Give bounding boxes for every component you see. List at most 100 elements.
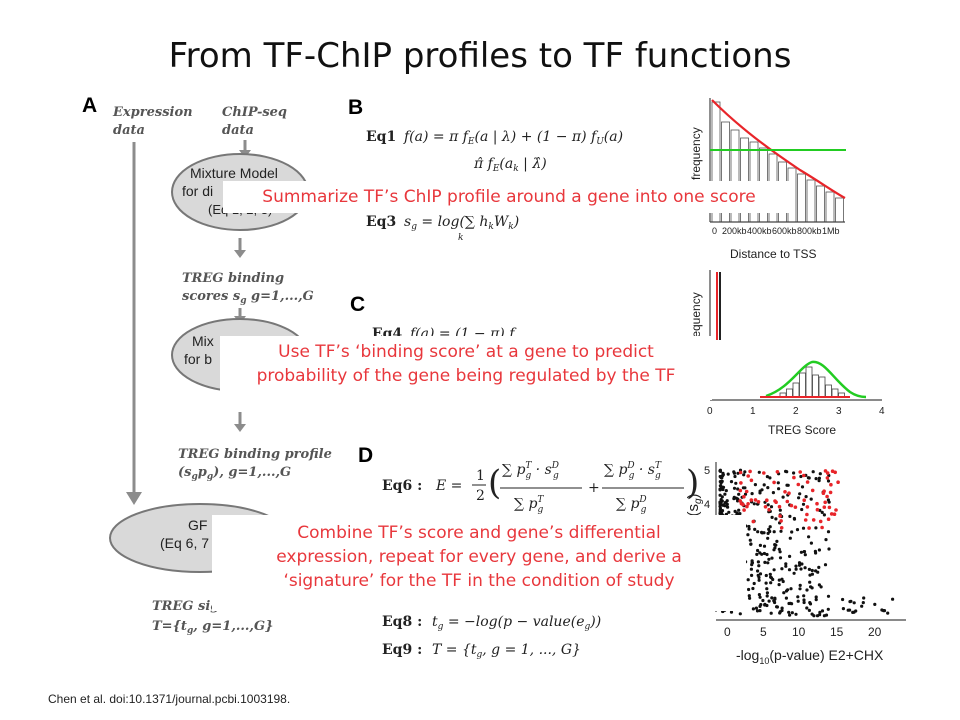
callout-d: Combine TF’s score and gene’s differenti… (212, 515, 746, 611)
plot-d-point (768, 525, 772, 529)
plot-d-point (765, 594, 769, 598)
eq3-sub-k1: k (488, 222, 493, 232)
plot-d-point (801, 526, 806, 530)
plot-d-point (758, 543, 763, 548)
plot-d-point (723, 492, 727, 496)
plot-d-point-red (763, 505, 768, 509)
plot-d-point (788, 554, 792, 559)
plot-d-point-red (826, 517, 831, 521)
plot-d-point-red (793, 505, 798, 510)
plot-d-point (774, 543, 778, 547)
plot-d-xlabel: -log10(p-value) E2+CHX (736, 647, 884, 666)
plot-d-point (770, 596, 774, 600)
plot-d-point (768, 529, 772, 534)
plot-d-point (737, 508, 741, 512)
eq9-formula: T = {tg, g = 1, ..., G} (432, 642, 581, 660)
plot-d-point (792, 571, 796, 575)
plot-d-point (782, 591, 786, 595)
plot-d-point-red (811, 518, 816, 522)
plot-d-point-red (820, 525, 824, 530)
plot-d-point-red (783, 490, 787, 494)
plot-d-point (804, 495, 808, 499)
plot-d-point (736, 487, 740, 491)
plot-d-point (747, 594, 751, 598)
plot-d-point (882, 609, 887, 613)
plot-d-point-red (829, 512, 834, 516)
callout-c: Use TF’s ‘binding score’ at a gene to pr… (220, 336, 712, 400)
callout-b-text: Summarize TF’s ChIP profile around a gen… (262, 187, 756, 207)
plot-d-point-red (836, 480, 840, 485)
plot-b-tick-3: 600kb (772, 226, 797, 236)
plot-d-point (778, 550, 782, 554)
plot-d-point (814, 526, 818, 530)
panel-label-c: C (350, 293, 365, 316)
chipseq-label-2: data (222, 123, 254, 138)
callout-b: Summarize TF’s ChIP profile around a gen… (223, 181, 795, 213)
plot-d-xtick-15: 15 (830, 625, 844, 639)
plot-d-point (751, 586, 755, 591)
plot-d-point (815, 614, 820, 618)
plot-d-point (780, 606, 784, 610)
plot-d-point (797, 496, 801, 500)
plot-b-ylabel: e frequency (689, 127, 703, 190)
eq6-num1-p: p (516, 462, 525, 478)
plot-d-point (795, 528, 800, 532)
plot-d-point (809, 541, 814, 545)
plot-d-point (814, 598, 818, 602)
eq3-h: h (479, 214, 488, 230)
plot-d-point (777, 583, 781, 587)
plot-d-point (799, 567, 803, 571)
plot-d-point (784, 564, 788, 568)
eq6-num1-dot: · (531, 462, 544, 478)
plot-d-point (809, 585, 813, 589)
plot-d-point (818, 472, 822, 476)
eq9-t: T = {t (432, 642, 477, 658)
plot-d-point-red (832, 512, 837, 516)
plot-b-tick-5: 1Mb (822, 226, 840, 236)
treg-scores-line-1: TREG binding (182, 271, 284, 286)
plot-d-point-red (746, 502, 750, 506)
plot-d-point (758, 595, 762, 599)
eq9-rest: , g = 1, ..., G} (482, 642, 581, 658)
slide-title: From TF-ChIP profiles to TF functions (168, 36, 792, 76)
plot-d-point (770, 515, 774, 520)
plot-d-point (787, 568, 792, 572)
plot-d-point (778, 611, 782, 615)
plot-d-point (810, 568, 814, 573)
eq2-sub-e: E (492, 164, 500, 174)
plot-d-point (729, 610, 734, 614)
plot-d-point (814, 595, 818, 599)
plot-d-point-red (739, 481, 743, 485)
plot-d-xtick-0: 0 (724, 625, 731, 639)
plot-d-point (769, 575, 773, 579)
eq8-rest: = −log(p − value(e (443, 614, 584, 630)
plot-c-green-curve (765, 360, 867, 399)
plot-d-point (758, 572, 763, 576)
plot-c-bar (825, 384, 832, 398)
plot-d-point (748, 596, 752, 600)
plot-d-point (719, 503, 723, 507)
plot-d-point (797, 563, 802, 567)
plot-d-point (757, 578, 761, 582)
plot-d-point (756, 530, 760, 534)
plot-d-point (765, 591, 770, 595)
plot-d-point (766, 503, 770, 507)
plot-d-point (808, 602, 813, 606)
plot-d-point (802, 598, 806, 602)
eq6-den1: ∑ pT g (514, 495, 544, 515)
eq6-num2-sup-d: D (626, 461, 634, 471)
plot-d-point (756, 569, 760, 573)
plot-b-tick-0: 0 (712, 226, 717, 236)
plot-d-point (762, 544, 767, 548)
plot-d-point (753, 527, 757, 532)
plot-d-point (764, 581, 768, 585)
plot-d-xtick-5: 5 (760, 625, 767, 639)
plot-d-xtick-20: 20 (868, 625, 882, 639)
eq6-den2-sub-g: g (641, 505, 647, 515)
callout-d-line-1: Combine TF’s score and gene’s differenti… (297, 523, 661, 543)
plot-d-point-red (823, 500, 827, 505)
plot-d-point (811, 470, 815, 474)
plot-d-point-red (779, 526, 784, 530)
plot-d-point (754, 606, 759, 610)
eq2-sub-i: k (513, 164, 518, 174)
